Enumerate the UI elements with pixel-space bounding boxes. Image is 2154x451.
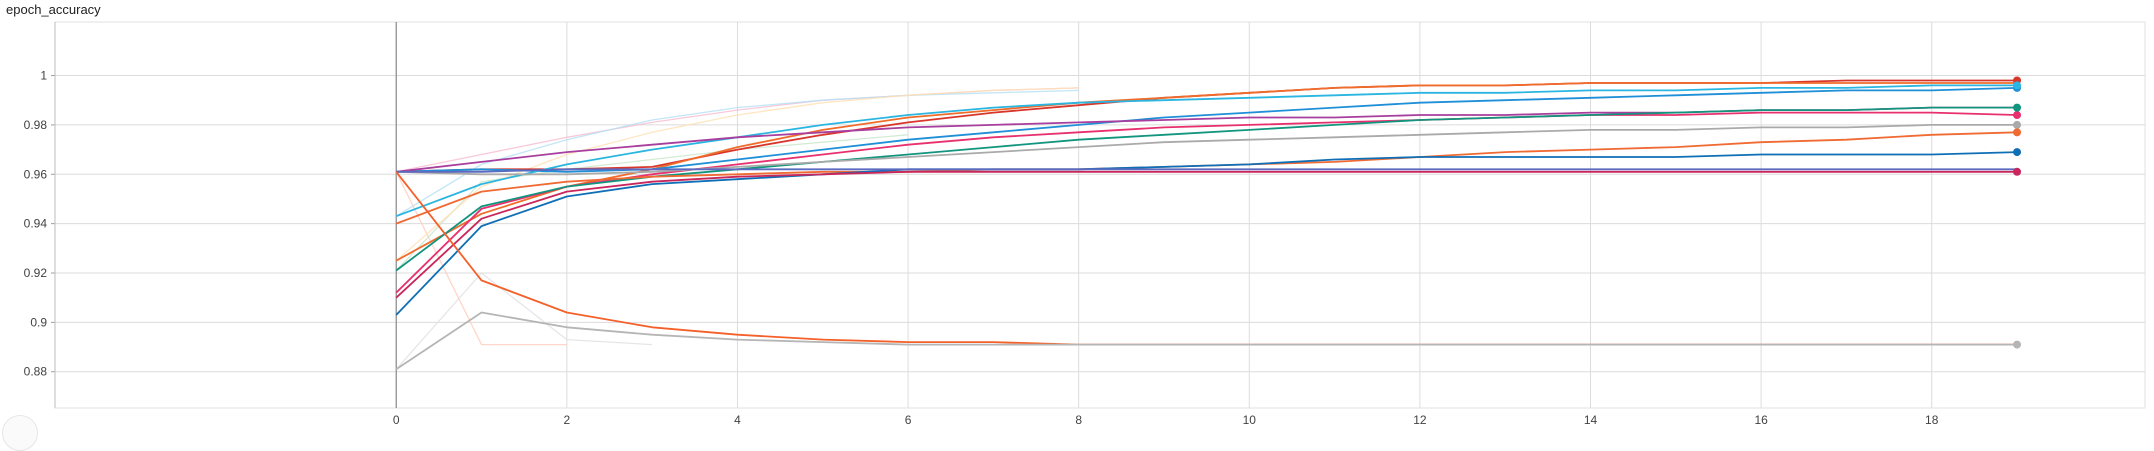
grid-layer — [54, 21, 2146, 409]
end-marker-run-07 — [2013, 103, 2022, 112]
series-line-run-08 — [396, 124, 2017, 176]
x-tick-label-16: 16 — [1754, 413, 1768, 427]
end-marker-run-10 — [2013, 148, 2022, 157]
series-line-run-07 — [395, 106, 2017, 272]
series-line-run-04 — [395, 84, 2017, 218]
raw-line-raw-05 — [395, 134, 909, 271]
y-tick-label-5: 0.98 — [24, 118, 48, 132]
series-line-run-14 — [395, 311, 2017, 371]
series-layer — [395, 79, 2018, 371]
series-line-run-02 — [395, 82, 2017, 262]
end-marker-run-11 — [2013, 167, 2022, 176]
y-tick-label-2: 0.92 — [24, 266, 48, 280]
end-marker-run-04 — [2013, 81, 2022, 90]
end-marker-run-06 — [2013, 111, 2022, 120]
y-tick-label-6: 1 — [40, 69, 47, 83]
x-tick-label-10: 10 — [1243, 413, 1257, 427]
series-line-run-03 — [396, 87, 2018, 173]
x-tick-label-2: 2 — [563, 413, 570, 427]
x-tick-label-4: 4 — [734, 413, 741, 427]
x-tick-label-8: 8 — [1075, 413, 1082, 427]
raw-series-layer — [395, 87, 1079, 370]
accuracy-line-chart: 0 2 4 6 8 10 12 14 16 18 0.88 0.9 0.92 0.94 0.96 0.98 1 — [24, 21, 2146, 427]
y-tick-label-0: 0.88 — [24, 365, 48, 379]
y-tick-label-1: 0.9 — [30, 315, 47, 329]
raw-line-raw-02 — [395, 89, 1079, 217]
x-tick-label-0: 0 — [393, 413, 400, 427]
raw-line-raw-03 — [395, 171, 567, 346]
x-tick-label-18: 18 — [1925, 413, 1939, 427]
x-tick-label-14: 14 — [1584, 413, 1598, 427]
end-marker-run-14 — [2013, 340, 2022, 349]
series-line-run-05 — [396, 106, 2017, 173]
tick-label-layer: 0 2 4 6 8 10 12 14 16 18 0.88 0.9 0.92 0.94 0.96 0.98 1 — [24, 69, 1939, 427]
series-line-run-06 — [395, 111, 2018, 294]
end-marker-layer — [2013, 76, 2022, 349]
series-line-run-10 — [395, 151, 2018, 316]
plot-frame — [54, 21, 2146, 409]
end-marker-run-08 — [2013, 120, 2022, 129]
raw-line-raw-06 — [395, 87, 1079, 262]
settings-circle-icon[interactable] — [2, 415, 38, 451]
series-line-run-13 — [395, 171, 2017, 346]
x-tick-label-12: 12 — [1413, 413, 1427, 427]
axis-layer — [51, 22, 397, 408]
raw-line-raw-04 — [395, 272, 653, 370]
series-line-run-11 — [395, 170, 2017, 299]
end-marker-run-09 — [2013, 128, 2022, 137]
y-tick-label-3: 0.94 — [24, 217, 48, 231]
series-line-run-12 — [396, 168, 2017, 173]
y-tick-label-4: 0.96 — [24, 167, 48, 181]
chart-title: epoch_accuracy — [6, 2, 101, 17]
x-tick-label-6: 6 — [905, 413, 912, 427]
